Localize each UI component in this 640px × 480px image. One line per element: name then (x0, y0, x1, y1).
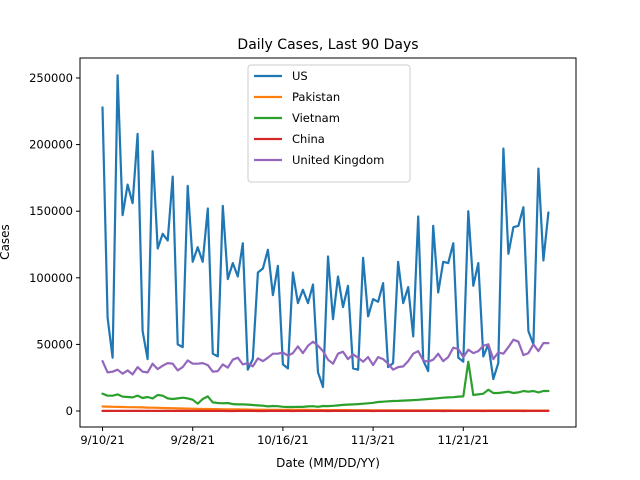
x-tick-label: 11/21/21 (437, 433, 489, 447)
series-line-2 (101, 360, 550, 409)
y-tick-label: 0 (66, 404, 73, 418)
y-tick-label: 150000 (29, 204, 73, 218)
plot-frame (79, 57, 577, 428)
y-tick-label: 50000 (36, 337, 73, 351)
legend-box (247, 64, 411, 183)
y-tick-label: 250000 (29, 71, 73, 85)
x-tick-label: 10/16/21 (257, 433, 309, 447)
y-tick-label: 200000 (29, 138, 73, 152)
legend: US Pakistan Vietnam China United Kingdom (247, 64, 411, 183)
legend-label: China (292, 132, 325, 146)
legend-label: Vietnam (292, 111, 340, 125)
series-line-0 (101, 74, 550, 389)
plot-lines (101, 74, 550, 413)
x-tick-label: 11/3/21 (351, 433, 395, 447)
y-axis-ticks: 0 50000 100000 150000 200000 250000 (29, 71, 80, 418)
legend-label: Pakistan (292, 90, 340, 104)
legend-label: United Kingdom (292, 153, 384, 167)
x-axis-label: Date (MM/DD/YY) (276, 456, 380, 470)
legend-label: US (292, 69, 308, 83)
x-tick-label: 9/10/21 (80, 433, 124, 447)
y-tick-label: 100000 (29, 271, 73, 285)
chart-title: Daily Cases, Last 90 Days (237, 37, 418, 53)
x-axis-ticks: 9/10/21 9/28/21 10/16/21 11/3/21 11/21/21 (80, 427, 489, 447)
x-tick-label: 9/28/21 (171, 433, 215, 447)
series-line-4 (101, 338, 550, 376)
y-axis-label: Cases (0, 224, 12, 260)
